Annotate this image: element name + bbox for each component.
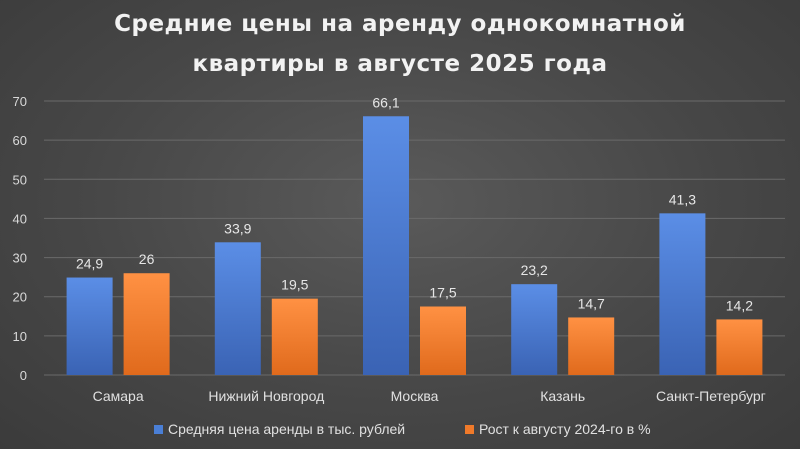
data-label-price-3: 23,2 [521, 262, 548, 278]
chart-title-line-2: квартиры в августе 2025 года [192, 51, 607, 77]
y-tick-label: 50 [13, 172, 27, 187]
category-label-1: Нижний Новгород [208, 388, 324, 404]
bar-growth-3 [568, 317, 615, 375]
category-label-0: Самара [93, 388, 144, 404]
y-tick-label: 60 [13, 133, 27, 148]
category-label-4: Санкт-Петербург [656, 388, 766, 404]
bar-growth-4 [716, 319, 763, 375]
data-label-growth-2: 17,5 [429, 285, 456, 301]
y-tick-label: 10 [13, 329, 27, 344]
legend: Средняя цена аренды в тыс. рублей Рост к … [154, 421, 651, 437]
bar-price-2 [363, 116, 409, 375]
category-label-3: Казань [540, 388, 585, 404]
bars [66, 116, 763, 375]
y-tick-label: 0 [20, 368, 27, 383]
chart-title-line-1: Средние цены на аренду однокомнатной [114, 11, 686, 37]
bar-price-3 [511, 284, 558, 375]
data-label-growth-3: 14,7 [578, 295, 605, 311]
legend-label-0: Средняя цена аренды в тыс. рублей [168, 421, 405, 437]
y-tick-label: 40 [13, 211, 27, 226]
data-label-growth-0: 26 [139, 251, 155, 267]
data-label-price-1: 33,9 [224, 220, 251, 236]
bar-growth-2 [420, 306, 466, 375]
category-label-2: Москва [391, 388, 439, 404]
bar-price-0 [66, 277, 113, 375]
bar-price-1 [214, 242, 261, 375]
data-labels: 24,9 26 33,9 19,5 66,1 17,5 23,2 14,7 41,3 14,2 [76, 94, 753, 313]
data-label-price-4: 41,3 [669, 191, 696, 207]
legend-swatch-1 [465, 425, 474, 434]
bar-growth-0 [123, 273, 170, 375]
y-tick-label: 30 [13, 251, 27, 266]
y-tick-label: 70 [13, 94, 27, 109]
data-label-growth-4: 14,2 [726, 297, 753, 313]
legend-swatch-0 [154, 425, 163, 434]
bar-growth-1 [271, 298, 318, 375]
data-label-growth-1: 19,5 [281, 277, 308, 293]
data-label-price-2: 66,1 [372, 94, 399, 110]
y-tick-label: 20 [13, 290, 27, 305]
y-axis-ticks: 0 10 20 30 40 50 60 70 [13, 94, 27, 383]
legend-label-1: Рост к августу 2024-го в % [479, 421, 651, 437]
x-axis-categories: Самара Нижний Новгород Москва Казань Санкт-П… [93, 388, 766, 404]
data-label-price-0: 24,9 [76, 256, 103, 272]
bar-price-4 [659, 213, 706, 375]
